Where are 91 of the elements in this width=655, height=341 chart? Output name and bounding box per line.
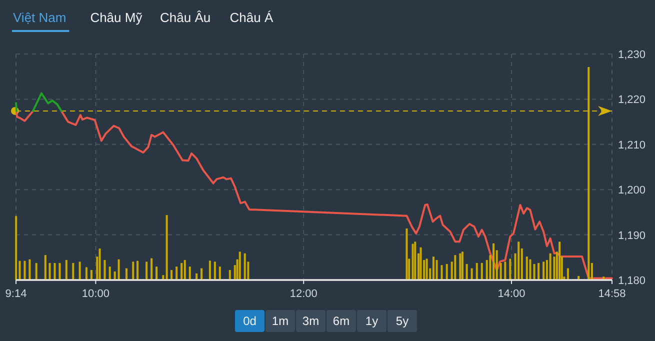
bar [542,262,545,280]
category-label: 0d [243,314,256,328]
x-tick-label: 12:00 [290,288,318,300]
bar [104,260,106,280]
bar [412,244,414,280]
bar [44,255,46,280]
bar [98,248,101,280]
bar [90,270,92,280]
bar [200,268,203,280]
bar [432,256,434,280]
bar [461,252,464,280]
bar [132,262,134,280]
y-tick-label: 1,180 [618,275,646,287]
bar [440,265,443,280]
bar [28,259,31,280]
bar [170,270,172,280]
bar [214,262,216,280]
bar [518,242,520,280]
bar [162,275,164,280]
bar [480,262,483,280]
bar [196,273,198,280]
bar [114,271,116,280]
bar [125,268,128,280]
bar [476,262,478,280]
bar [54,262,56,280]
category-label: 6m [332,314,350,328]
bar [558,242,561,280]
bar [454,255,456,280]
bar [208,260,211,280]
bar [492,243,495,280]
bar [218,266,221,280]
bar [85,267,88,280]
bar [24,260,26,280]
x-tick-label: 10:00 [82,288,110,300]
bar [188,266,191,280]
line-series [32,92,62,112]
bar [504,262,506,280]
bar [426,258,428,280]
bar [108,266,111,280]
bar [509,258,512,280]
bar [48,262,51,280]
y-tick-label: 1,230 [618,49,646,61]
bar [549,253,552,280]
bar [176,266,178,280]
bar [184,260,186,280]
bar [166,215,168,280]
bar [58,262,61,280]
line-series [60,110,613,280]
category-label: Châu Âu [160,10,211,25]
bar [459,253,462,280]
bar [406,228,408,280]
bar [420,247,422,280]
category-label: 3m [302,314,320,328]
bar [65,260,68,280]
bar [529,259,532,280]
category-label: 5y [396,314,409,328]
category-label: 1m [272,314,289,328]
y-tick-label: 1,200 [618,184,646,197]
category-label: 1y [365,314,378,328]
bar [500,262,502,280]
x-tick-label: 14:58 [598,288,626,300]
bar [72,262,74,280]
y-tick-label: 1,190 [618,230,646,242]
bar [35,262,38,280]
bar [156,266,158,280]
bar [78,262,81,280]
bar [533,264,536,280]
bar [136,260,138,280]
bar [146,262,148,280]
category-label: Châu Á [230,10,274,25]
y-tick-label: 1,220 [618,94,646,106]
bar [244,253,246,280]
bar [118,259,120,280]
bar [15,216,18,280]
bar [538,262,540,280]
x-tick-label: 9:14 [5,288,27,300]
bar [180,262,183,280]
bar [414,242,416,280]
category-label: Châu Mỹ [90,10,143,25]
category-label: Việt Nam [13,10,66,25]
bar [470,268,473,280]
bar [228,270,231,280]
bar [466,264,468,280]
x-tick-label: 14:00 [498,288,526,300]
bar [526,256,528,280]
bar [436,260,438,280]
y-tick-label: 1,210 [618,139,646,152]
bar [238,252,241,280]
bar [446,264,448,280]
bar [566,268,569,280]
bar [150,258,153,280]
